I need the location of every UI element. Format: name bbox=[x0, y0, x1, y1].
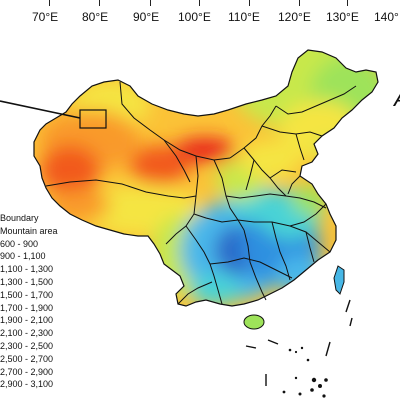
country-outline bbox=[33, 49, 379, 307]
legend-class: 600 - 900 bbox=[0, 238, 39, 249]
study-area-box bbox=[79, 109, 107, 129]
legend-class: 2,700 - 2,900 bbox=[0, 366, 54, 377]
legend-class: 2,900 - 3,100 bbox=[0, 379, 54, 390]
lon-label-130e: 130°E bbox=[326, 10, 359, 24]
legend-class: 1,100 - 1,300 bbox=[0, 264, 54, 275]
lon-tick bbox=[150, 0, 151, 6]
elevation-patch bbox=[240, 140, 300, 180]
elevation-patch bbox=[190, 274, 240, 306]
lon-label-140e: 140° bbox=[374, 10, 399, 24]
legend-class: 1,900 - 2,100 bbox=[0, 315, 54, 326]
lon-label-100e: 100°E bbox=[178, 10, 211, 24]
cut-off-label: A bbox=[394, 86, 400, 112]
province-boundaries bbox=[45, 81, 357, 305]
legend-boundary: Boundary bbox=[0, 213, 39, 223]
lon-tick bbox=[347, 0, 348, 6]
hainan-island bbox=[243, 314, 265, 330]
elevation-patch bbox=[40, 145, 100, 195]
legend-class: 2,500 - 2,700 bbox=[0, 353, 54, 364]
lon-label-110e: 110°E bbox=[228, 10, 260, 24]
legend-class: 2,300 - 2,500 bbox=[0, 340, 54, 351]
legend-class: 1,300 - 1,500 bbox=[0, 276, 54, 287]
lon-label-80e: 80°E bbox=[82, 10, 109, 24]
map-legend: Boundary Mountain area 600 - 900 900 - 1… bbox=[0, 212, 80, 391]
elevation-patch bbox=[316, 140, 344, 160]
lon-label-70e: 70°E bbox=[32, 10, 59, 24]
south-china-sea-dashes bbox=[245, 299, 353, 386]
lon-tick bbox=[49, 0, 50, 6]
legend-class: 1,500 - 1,700 bbox=[0, 289, 54, 300]
legend-class: 900 - 1,100 bbox=[0, 251, 46, 262]
lon-tick bbox=[99, 0, 100, 6]
lon-label-90e: 90°E bbox=[133, 10, 160, 24]
taiwan-island bbox=[333, 265, 345, 295]
legend-mountain-area: Mountain area bbox=[0, 225, 58, 236]
elevation-patch bbox=[175, 138, 235, 162]
lon-tick bbox=[199, 0, 200, 6]
lon-tick bbox=[249, 0, 250, 6]
callout-leader-line bbox=[0, 100, 81, 119]
south-china-sea-islands bbox=[282, 346, 328, 398]
legend-class: 1,700 - 1,900 bbox=[0, 302, 54, 313]
lon-tick bbox=[299, 0, 300, 6]
legend-class: 2,100 - 2,300 bbox=[0, 328, 54, 339]
lon-label-120e: 120°E bbox=[278, 10, 311, 24]
